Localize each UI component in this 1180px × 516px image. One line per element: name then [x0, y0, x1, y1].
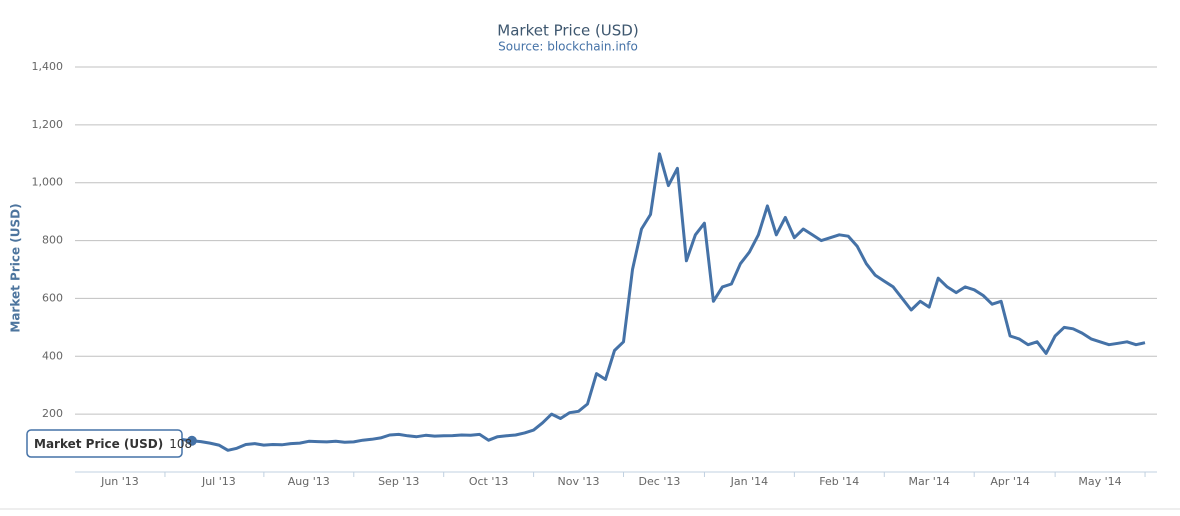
chart-subtitle: Source: blockchain.info	[498, 40, 638, 54]
x-tick-label: Jul '13	[201, 475, 236, 488]
x-tick-label: Aug '13	[288, 475, 330, 488]
y-tick-label: 1,000	[32, 176, 64, 189]
tooltip-value: 108	[169, 437, 192, 451]
x-tick-label: Mar '14	[909, 475, 950, 488]
x-tick-label: Oct '13	[469, 475, 509, 488]
y-tick-label: 1,200	[32, 118, 64, 131]
x-tick-label: Jan '14	[730, 475, 768, 488]
tooltip-box	[26, 429, 183, 458]
x-tick-label: Sep '13	[378, 475, 419, 488]
chart-title: Market Price (USD)	[497, 22, 638, 40]
tooltip-text: Market Price (USD) 108	[34, 437, 192, 451]
x-tick-label: Feb '14	[819, 475, 859, 488]
y-axis-title: Market Price (USD)	[9, 203, 23, 332]
price-line	[74, 152, 1146, 452]
x-tick-label: May '14	[1078, 475, 1121, 488]
x-tick-label: Apr '14	[990, 475, 1030, 488]
y-tick-label: 400	[42, 349, 63, 362]
y-tick-label: 1,400	[32, 60, 64, 73]
y-tick-label: 800	[42, 234, 63, 247]
tooltip: Market Price (USD) 108	[26, 429, 192, 458]
tooltip-series: Market Price (USD)	[34, 437, 163, 451]
hover-marker	[186, 435, 197, 446]
y-tick-label: 200	[42, 407, 63, 420]
x-tick-label: Dec '13	[639, 475, 681, 488]
x-tick-label: Jun '13	[100, 475, 139, 488]
x-tick-label: Nov '13	[558, 475, 600, 488]
y-tick-label: 600	[42, 291, 63, 304]
